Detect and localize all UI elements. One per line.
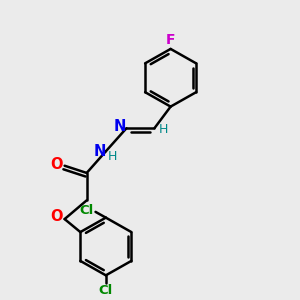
Text: O: O xyxy=(50,157,63,172)
Text: H: H xyxy=(159,123,169,136)
Text: Cl: Cl xyxy=(79,204,93,217)
Text: O: O xyxy=(50,209,63,224)
Text: N: N xyxy=(114,119,126,134)
Text: N: N xyxy=(93,144,106,159)
Text: H: H xyxy=(108,150,117,163)
Text: Cl: Cl xyxy=(99,284,113,297)
Text: F: F xyxy=(166,33,175,47)
